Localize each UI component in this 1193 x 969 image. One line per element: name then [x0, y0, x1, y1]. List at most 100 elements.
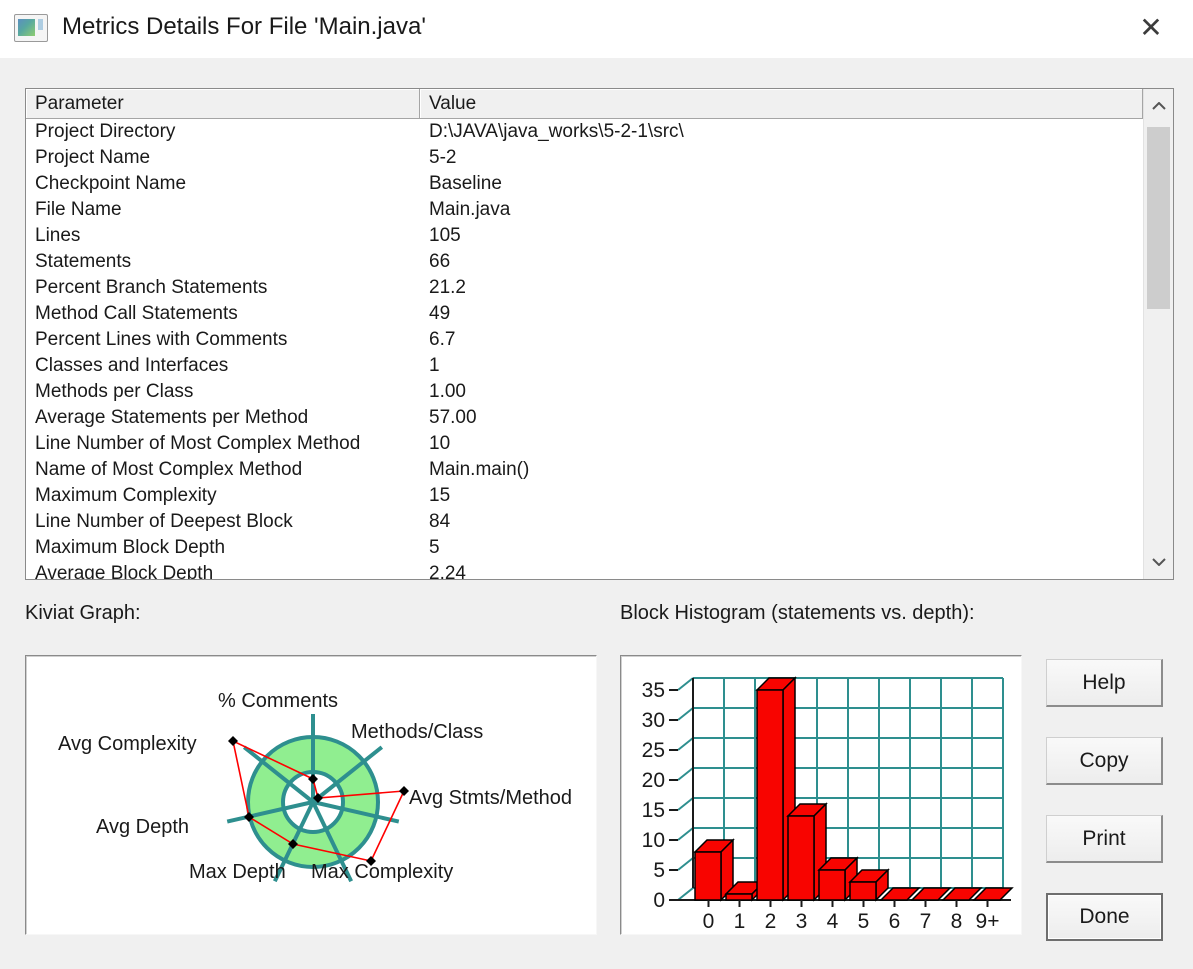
cell-value: 66 [429, 251, 451, 272]
cell-parameter: Average Statements per Method [35, 407, 309, 428]
cell-value: 84 [429, 511, 451, 532]
table-row[interactable]: Average Block Depth 2.24 [26, 561, 1143, 579]
close-icon[interactable]: ✕ [1139, 11, 1163, 43]
cell-parameter: Methods per Class [35, 381, 194, 402]
cell-value: 5-2 [429, 147, 457, 168]
cell-parameter: Maximum Block Depth [35, 537, 226, 558]
table-header: Parameter Value [26, 89, 1143, 119]
metrics-table[interactable]: Parameter Value Project Directory D:\JAVA… [25, 88, 1174, 580]
svg-text:9+: 9+ [976, 910, 1000, 933]
table-row[interactable]: Statements 66 [26, 249, 1143, 275]
table-row[interactable]: Project Name 5-2 [26, 145, 1143, 171]
title-bar: Metrics Details For File 'Main.java' ✕ [0, 0, 1193, 58]
table-row[interactable]: Percent Lines with Comments 6.7 [26, 327, 1143, 353]
table-row[interactable]: File Name Main.java [26, 197, 1143, 223]
cell-value: 6.7 [429, 329, 456, 350]
kiviat-chart: % Comments Methods/Class Avg Stmts/Method M… [58, 690, 572, 883]
svg-text:Max Depth: Max Depth [189, 861, 286, 883]
svg-text:Avg Complexity: Avg Complexity [58, 733, 197, 755]
cell-parameter: Percent Lines with Comments [35, 329, 288, 350]
cell-value: 1 [429, 355, 440, 376]
kiviat-graph-panel: % Comments Methods/Class Avg Stmts/Method M… [25, 655, 597, 935]
table-row[interactable]: Line Number of Deepest Block 84 [26, 509, 1143, 535]
svg-text:Avg Depth: Avg Depth [96, 816, 189, 838]
svg-text:6: 6 [889, 910, 901, 933]
cell-parameter: Name of Most Complex Method [35, 459, 303, 480]
app-icon [14, 14, 48, 42]
cell-parameter: Line Number of Deepest Block [35, 511, 293, 532]
cell-parameter: Classes and Interfaces [35, 355, 229, 376]
app-icon-pane [18, 19, 35, 36]
table-row[interactable]: Project Directory D:\JAVA\java_works\5-2-… [26, 119, 1143, 145]
done-button[interactable]: Done [1046, 893, 1163, 941]
svg-text:1: 1 [734, 910, 746, 933]
cell-parameter: Lines [35, 225, 81, 246]
svg-text:0: 0 [653, 889, 665, 912]
svg-text:2: 2 [765, 910, 777, 933]
block-histogram-panel: 0 5 10 15 20 25 30 35 0 1 2 3 4 5 6 7 8 9+ [620, 655, 1022, 935]
cell-value: 15 [429, 485, 451, 506]
scrollbar-up-icon[interactable] [1144, 91, 1173, 121]
print-button[interactable]: Print [1046, 815, 1163, 863]
scrollbar-thumb[interactable] [1147, 127, 1170, 309]
cell-value: Main.main() [429, 459, 530, 480]
table-row[interactable]: Classes and Interfaces 1 [26, 353, 1143, 379]
kiviat-section-label: Kiviat Graph: [25, 602, 141, 624]
cell-value: 10 [429, 433, 451, 454]
cell-value: 5 [429, 537, 440, 558]
table-row[interactable]: Line Number of Most Complex Method 10 [26, 431, 1143, 457]
svg-text:Methods/Class: Methods/Class [351, 721, 483, 743]
table-row[interactable]: Name of Most Complex Method Main.main() [26, 457, 1143, 483]
cell-value: 57.00 [429, 407, 477, 428]
svg-text:% Comments: % Comments [218, 690, 338, 712]
table-row[interactable]: Maximum Block Depth 5 [26, 535, 1143, 561]
cell-value: Main.java [429, 199, 511, 220]
table-row[interactable]: Method Call Statements 49 [26, 301, 1143, 327]
help-button[interactable]: Help [1046, 659, 1163, 707]
table-row[interactable]: Methods per Class 1.00 [26, 379, 1143, 405]
table-row[interactable]: Maximum Complexity 15 [26, 483, 1143, 509]
svg-text:20: 20 [642, 769, 665, 792]
window-title: Metrics Details For File 'Main.java' [62, 13, 426, 40]
svg-text:Max Complexity: Max Complexity [311, 861, 453, 883]
cell-value: 21.2 [429, 277, 466, 298]
column-header-parameter[interactable]: Parameter [26, 89, 420, 119]
cell-parameter: Maximum Complexity [35, 485, 217, 506]
cell-value: 49 [429, 303, 451, 324]
column-header-value[interactable]: Value [420, 89, 1143, 119]
cell-value: 1.00 [429, 381, 466, 402]
svg-text:0: 0 [703, 910, 715, 933]
svg-text:5: 5 [653, 859, 665, 882]
app-icon-bar [38, 19, 43, 30]
scrollbar-down-icon[interactable] [1144, 547, 1173, 577]
svg-text:3: 3 [796, 910, 808, 933]
cell-parameter: Average Block Depth [35, 563, 214, 579]
svg-text:15: 15 [642, 799, 665, 822]
cell-parameter: Checkpoint Name [35, 173, 187, 194]
cell-value: D:\JAVA\java_works\5-2-1\src\ [429, 121, 684, 142]
svg-text:4: 4 [827, 910, 839, 933]
cell-parameter: Statements [35, 251, 132, 272]
cell-parameter: Percent Branch Statements [35, 277, 268, 298]
svg-text:35: 35 [642, 679, 665, 702]
svg-text:5: 5 [858, 910, 870, 933]
svg-text:8: 8 [951, 910, 963, 933]
table-row[interactable]: Average Statements per Method 57.00 [26, 405, 1143, 431]
copy-button[interactable]: Copy [1046, 737, 1163, 785]
cell-value: Baseline [429, 173, 502, 194]
svg-text:30: 30 [642, 709, 665, 732]
table-row[interactable]: Percent Branch Statements 21.2 [26, 275, 1143, 301]
cell-value: 105 [429, 225, 461, 246]
cell-parameter: Line Number of Most Complex Method [35, 433, 361, 454]
cell-parameter: Project Directory [35, 121, 176, 142]
table-row[interactable]: Checkpoint Name Baseline [26, 171, 1143, 197]
table-body: Project Directory D:\JAVA\java_works\5-2-… [26, 119, 1143, 579]
cell-parameter: File Name [35, 199, 122, 220]
table-row[interactable]: Lines 105 [26, 223, 1143, 249]
svg-text:Avg Stmts/Method: Avg Stmts/Method [409, 787, 572, 809]
svg-text:7: 7 [920, 910, 932, 933]
histogram-section-label: Block Histogram (statements vs. depth): [620, 602, 975, 624]
vertical-scrollbar[interactable] [1143, 89, 1173, 579]
svg-text:25: 25 [642, 739, 665, 762]
